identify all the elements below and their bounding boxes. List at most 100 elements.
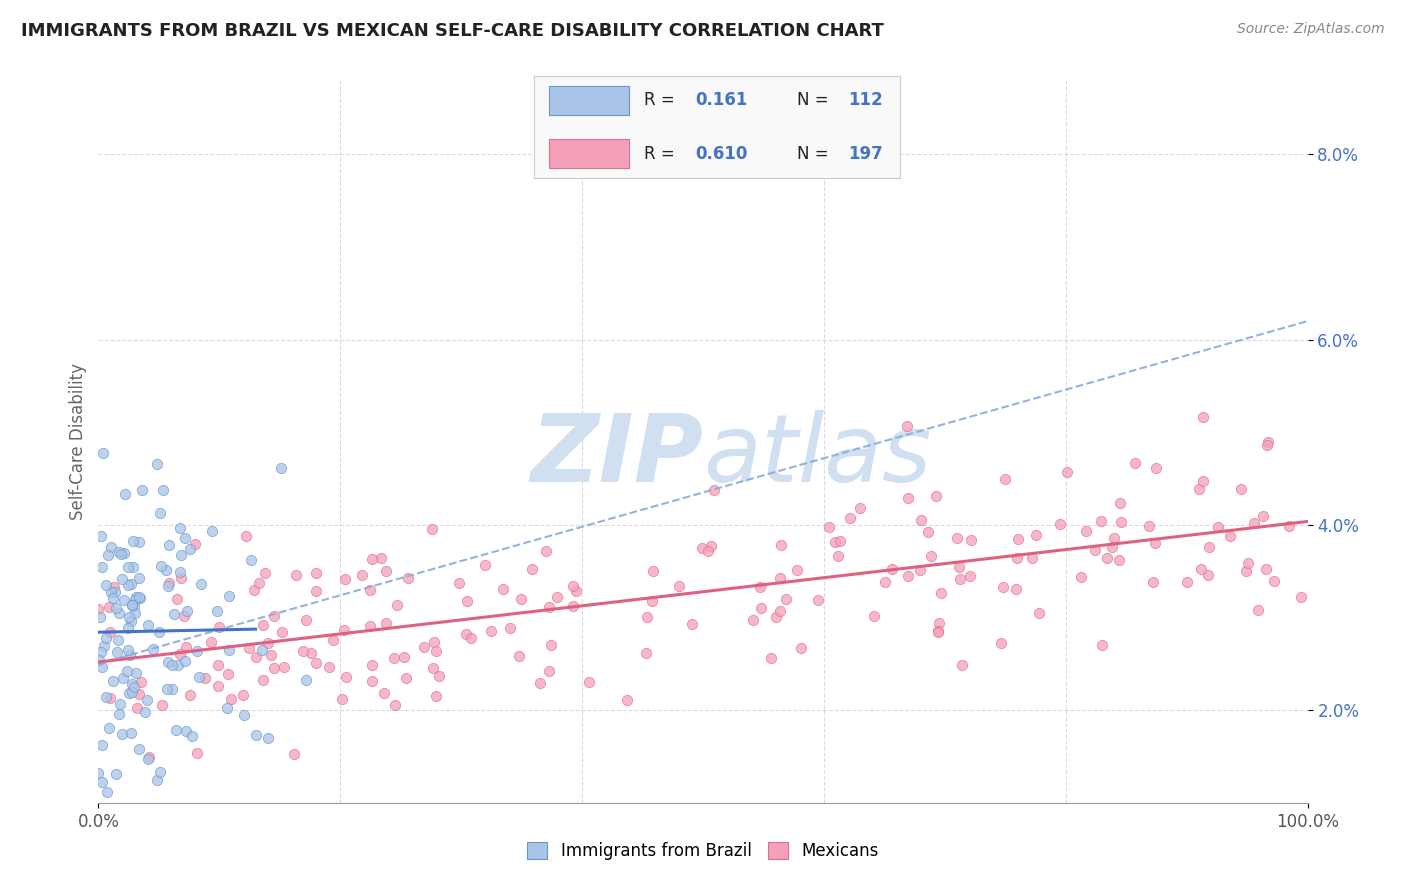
Point — [786, 563, 808, 577]
Point — [112, 592, 135, 607]
Point — [1025, 528, 1047, 542]
Point — [263, 609, 285, 624]
Point — [245, 728, 267, 742]
Point — [152, 483, 174, 498]
Text: ZIP: ZIP — [530, 410, 703, 502]
Point — [122, 599, 145, 613]
Point — [100, 584, 122, 599]
Point — [1028, 606, 1050, 620]
Point — [1144, 461, 1167, 475]
Point — [254, 566, 277, 580]
Point — [157, 538, 180, 552]
Point — [117, 664, 139, 678]
Point — [425, 689, 447, 703]
Point — [169, 565, 191, 579]
Point — [641, 594, 664, 608]
Point — [128, 570, 150, 584]
Point — [361, 552, 384, 566]
Point — [117, 643, 139, 657]
Point — [273, 660, 295, 674]
Point — [91, 660, 114, 674]
Point — [1191, 474, 1213, 488]
Point — [107, 545, 129, 559]
Point — [529, 675, 551, 690]
Point — [807, 593, 830, 607]
Point — [636, 610, 658, 624]
Point — [163, 607, 186, 622]
Point — [561, 599, 583, 613]
Point — [1234, 564, 1257, 578]
Point — [125, 665, 148, 680]
Text: 112: 112 — [849, 92, 883, 110]
Point — [1074, 524, 1097, 538]
Point — [89, 610, 111, 624]
Point — [111, 727, 134, 741]
Point — [239, 553, 262, 567]
Point — [235, 529, 257, 543]
Point — [170, 549, 193, 563]
Point — [1256, 438, 1278, 452]
Text: IMMIGRANTS FROM BRAZIL VS MEXICAN SELF-CARE DISABILITY CORRELATION CHART: IMMIGRANTS FROM BRAZIL VS MEXICAN SELF-C… — [21, 22, 884, 40]
Point — [128, 591, 150, 605]
Point — [949, 572, 972, 586]
Point — [335, 670, 357, 684]
Point — [849, 501, 872, 516]
Point — [385, 598, 408, 612]
Point — [395, 671, 418, 685]
Point — [1143, 536, 1166, 550]
Point — [1004, 582, 1026, 596]
Point — [218, 589, 240, 603]
Point — [108, 697, 131, 711]
Point — [299, 646, 322, 660]
Point — [1198, 540, 1220, 554]
Text: Source: ZipAtlas.com: Source: ZipAtlas.com — [1237, 22, 1385, 37]
Point — [929, 585, 952, 599]
Point — [700, 540, 723, 554]
Point — [252, 618, 274, 632]
Point — [120, 615, 142, 629]
Point — [146, 457, 169, 471]
Point — [1197, 567, 1219, 582]
Point — [1049, 517, 1071, 532]
Point — [925, 489, 948, 503]
Bar — [548, 87, 630, 115]
Point — [155, 563, 177, 577]
Point — [111, 572, 134, 586]
Point — [927, 624, 949, 639]
Point — [1230, 482, 1253, 496]
Text: N =: N = — [797, 92, 834, 110]
Point — [283, 747, 305, 761]
Point — [413, 640, 436, 654]
Point — [138, 749, 160, 764]
Point — [305, 566, 328, 581]
Point — [190, 577, 212, 591]
Point — [149, 558, 172, 573]
Point — [108, 606, 131, 620]
Point — [207, 679, 229, 693]
Point — [129, 675, 152, 690]
Point — [396, 571, 419, 585]
Point — [166, 592, 188, 607]
Point — [292, 644, 315, 658]
Point — [1191, 409, 1213, 424]
Text: 197: 197 — [849, 145, 883, 162]
Point — [359, 619, 381, 633]
Point — [824, 535, 846, 549]
Point — [179, 542, 201, 557]
Point — [636, 647, 658, 661]
Point — [156, 681, 179, 696]
Point — [165, 723, 187, 737]
Point — [1084, 543, 1107, 558]
Point — [260, 648, 283, 662]
Point — [101, 674, 124, 689]
Point — [863, 609, 886, 624]
Point — [690, 541, 713, 556]
Point — [361, 673, 384, 688]
Point — [928, 616, 950, 631]
Point — [169, 572, 191, 586]
Point — [425, 644, 447, 658]
Point — [194, 671, 217, 685]
Point — [305, 584, 328, 599]
Point — [90, 560, 112, 574]
Point — [896, 419, 918, 434]
